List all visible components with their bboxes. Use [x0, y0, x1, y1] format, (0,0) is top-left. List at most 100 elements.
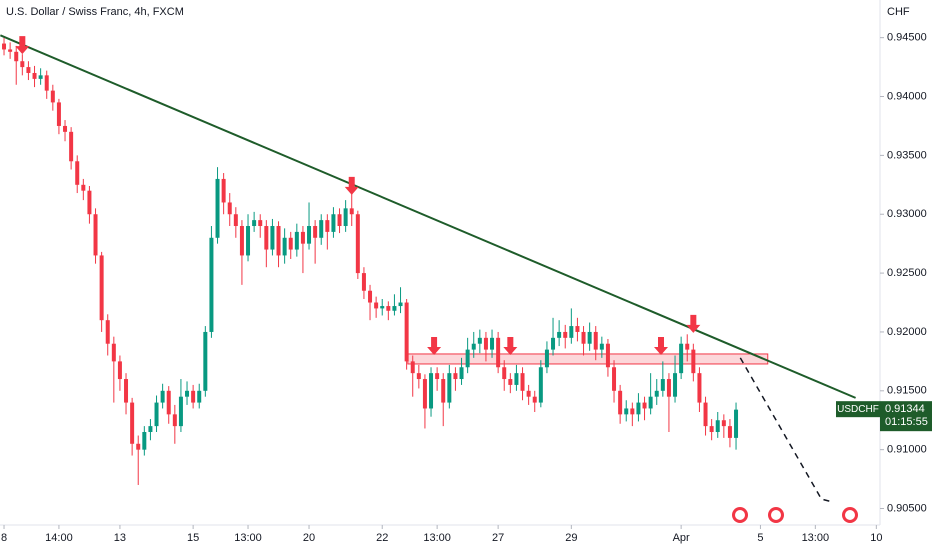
- x-tick-label: 13:00: [234, 532, 262, 544]
- y-tick-label: 0.93500: [887, 149, 927, 161]
- candle-body: [685, 343, 690, 350]
- candle-body: [343, 208, 348, 227]
- candle-body: [502, 367, 507, 380]
- x-tick-label: 15: [187, 532, 199, 544]
- x-tick-label: 14:00: [45, 532, 73, 544]
- candle-body: [81, 184, 86, 191]
- last-price-label: 0.91344: [885, 403, 925, 415]
- symbol-label: USDCHF: [837, 404, 879, 415]
- x-tick-label: 13: [114, 532, 126, 544]
- candle-body: [197, 390, 202, 403]
- x-tick-label: 27: [492, 532, 504, 544]
- candle-body: [99, 255, 104, 321]
- candle-body: [368, 290, 373, 303]
- candle-body: [166, 390, 171, 415]
- down-arrow: [503, 337, 518, 356]
- candle-body: [26, 67, 31, 73]
- candle-body: [471, 343, 476, 350]
- candle-body: [557, 331, 562, 338]
- candle-body: [69, 131, 74, 162]
- candle-body: [337, 214, 342, 227]
- x-tick-label: 22: [376, 532, 388, 544]
- chart-title: U.S. Dollar / Swiss Franc, 4h, FXCM: [6, 6, 184, 18]
- candle-body: [569, 326, 574, 338]
- candle-body: [386, 306, 391, 311]
- candle-body: [93, 214, 98, 256]
- candle-body: [63, 125, 68, 132]
- x-tick-label: 20: [303, 532, 315, 544]
- candle-body: [349, 208, 354, 215]
- candle-body: [544, 349, 549, 368]
- candle-body: [490, 337, 495, 350]
- candle-body: [252, 220, 257, 227]
- candle-body: [660, 379, 665, 391]
- candle-body: [319, 220, 324, 238]
- price-tag: [880, 401, 932, 432]
- candle-body: [294, 231, 299, 250]
- candle-body: [313, 226, 318, 238]
- candle-body: [136, 443, 141, 450]
- candle-body: [575, 326, 580, 332]
- candle-body: [709, 426, 714, 433]
- x-tick-label: 13:00: [802, 532, 830, 544]
- down-arrow: [15, 36, 30, 55]
- candle-body: [32, 72, 37, 79]
- down-arrow: [686, 314, 701, 333]
- candle-body: [715, 420, 720, 433]
- candle-body: [642, 402, 647, 409]
- event-icon-inner: [845, 510, 855, 520]
- candle-body: [398, 302, 403, 307]
- candle-body: [496, 337, 501, 368]
- candle-body: [374, 302, 379, 309]
- candle-body: [215, 178, 220, 238]
- candle-body: [612, 367, 617, 391]
- y-tick-label: 0.94000: [887, 90, 927, 102]
- candle-body: [679, 343, 684, 374]
- candle-body: [56, 102, 61, 126]
- down-arrow: [654, 337, 669, 356]
- x-tick-label: Apr: [673, 532, 690, 544]
- down-arrow: [344, 176, 359, 195]
- currency-label: CHF: [887, 6, 910, 18]
- candle-body: [648, 396, 653, 409]
- candle-body: [14, 51, 19, 62]
- candle-body: [239, 226, 244, 256]
- candle-body: [514, 373, 519, 385]
- candle-body: [246, 226, 251, 256]
- candle-body: [673, 373, 678, 397]
- candle-body: [105, 320, 110, 344]
- candle-body: [44, 75, 49, 91]
- candle-body: [227, 202, 232, 215]
- candle-body: [477, 337, 482, 344]
- candle-body: [392, 306, 397, 311]
- candle-body: [111, 343, 116, 362]
- down-arrow: [427, 337, 442, 356]
- countdown-label: 01:15:55: [885, 416, 928, 428]
- candle-body: [691, 349, 696, 374]
- candle-body: [727, 426, 732, 438]
- candle-body: [721, 420, 726, 427]
- candle-body: [331, 214, 336, 232]
- candle-body: [618, 390, 623, 415]
- candle-body: [447, 373, 452, 403]
- candle-body: [148, 426, 153, 433]
- candle-body: [20, 61, 25, 68]
- candle-body: [422, 379, 427, 409]
- y-tick-label: 0.91000: [887, 444, 927, 456]
- candle-body: [581, 331, 586, 344]
- trendline: [0, 34, 856, 399]
- event-icon-inner: [771, 510, 781, 520]
- candle-body: [697, 373, 702, 403]
- candle-body: [209, 237, 214, 332]
- candle-body: [453, 373, 458, 380]
- candle-body: [624, 408, 629, 415]
- candle-body: [38, 75, 43, 79]
- candle-body: [532, 396, 537, 403]
- candle-body: [130, 402, 135, 444]
- candle-body: [435, 373, 440, 380]
- candle-body: [325, 220, 330, 232]
- candle-body: [282, 237, 287, 256]
- event-icons: [732, 507, 858, 523]
